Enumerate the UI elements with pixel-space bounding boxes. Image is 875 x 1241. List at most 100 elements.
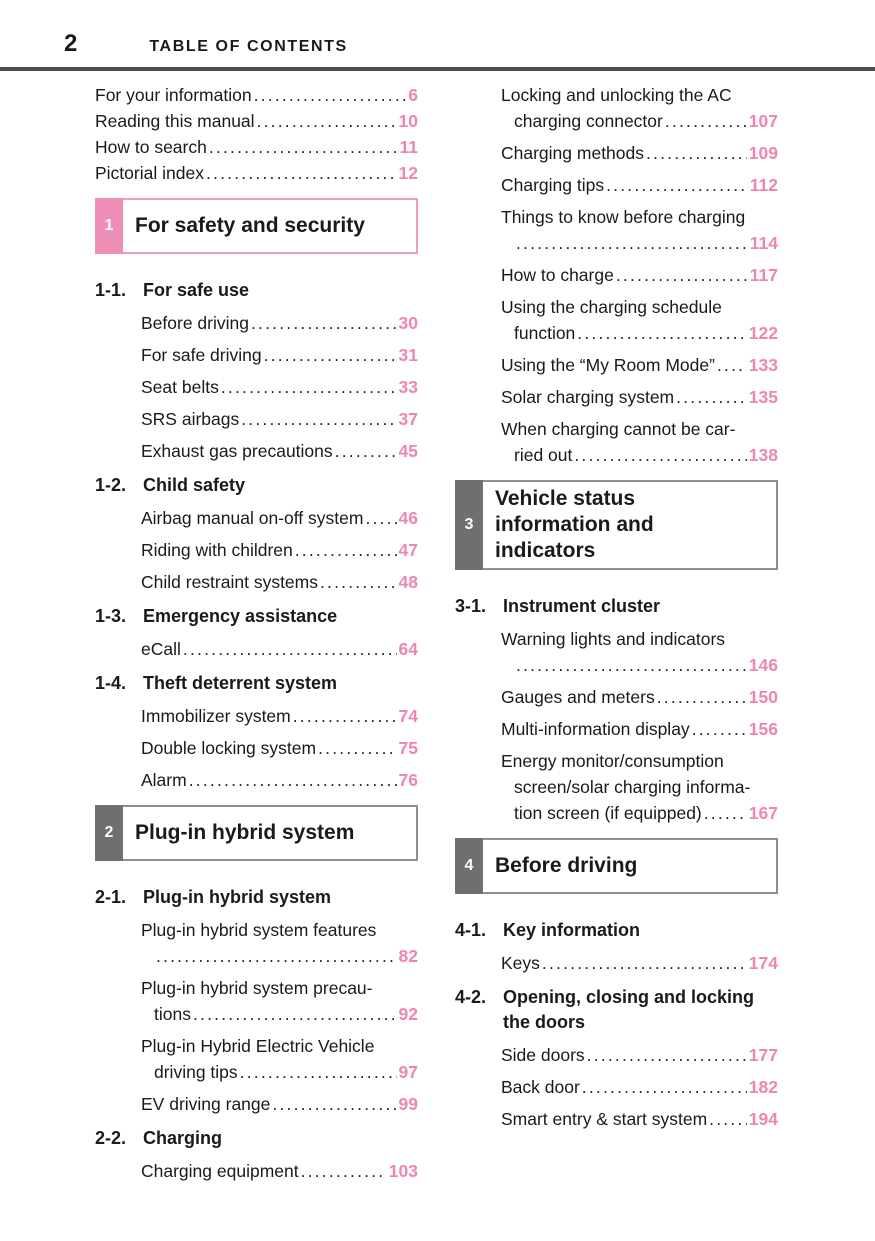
dot-leader: [516, 230, 748, 256]
toc-entry[interactable]: Gauges and meters 150: [455, 684, 778, 710]
entry-page-number[interactable]: 194: [748, 1109, 778, 1129]
entry-page-number[interactable]: 122: [748, 323, 778, 343]
toc-entry[interactable]: Solar charging system 135: [455, 384, 778, 410]
entry-page-number[interactable]: 112: [749, 175, 778, 195]
section-title: Instrument cluster: [503, 594, 778, 619]
entry-page-number[interactable]: 11: [399, 137, 419, 157]
toc-entry[interactable]: Using the charging schedule function 122: [455, 294, 778, 346]
entry-page-number[interactable]: 82: [398, 946, 418, 966]
toc-entry-line: 114: [501, 230, 778, 256]
entry-page-number[interactable]: 133: [748, 355, 778, 375]
dot-leader: [206, 160, 397, 186]
entry-page-number[interactable]: 146: [748, 655, 778, 675]
toc-entry[interactable]: When charging cannot be car-ried out 138: [455, 416, 778, 468]
entry-page-number[interactable]: 92: [398, 1004, 418, 1024]
toc-entry[interactable]: For your information 6: [95, 82, 418, 108]
entry-page-number[interactable]: 138: [748, 445, 778, 465]
entry-page-number[interactable]: 48: [398, 572, 418, 592]
toc-entry-line: EV driving range 99: [141, 1091, 418, 1117]
entry-page-number[interactable]: 76: [398, 770, 418, 790]
toc-entry[interactable]: Side doors 177: [455, 1042, 778, 1068]
toc-entry[interactable]: For safe driving 31: [95, 342, 418, 368]
entry-page-number[interactable]: 103: [388, 1161, 418, 1181]
entry-page-number[interactable]: 37: [398, 409, 418, 429]
toc-entry-line: Energy monitor/consumption: [501, 748, 778, 774]
entry-page-number[interactable]: 45: [398, 441, 418, 461]
entry-page-number[interactable]: 182: [748, 1077, 778, 1097]
toc-entry[interactable]: Reading this manual 10: [95, 108, 418, 134]
section-title-line: Child safety: [143, 475, 246, 495]
toc-entry[interactable]: Plug-in hybrid system features 82: [95, 917, 418, 969]
entry-text: Energy monitor/consumption: [501, 751, 724, 771]
entry-page-number[interactable]: 12: [398, 163, 418, 183]
entry-page-number[interactable]: 109: [748, 143, 778, 163]
toc-entry[interactable]: Charging equipment 103: [95, 1158, 418, 1184]
entry-page-number[interactable]: 97: [398, 1062, 418, 1082]
entry-page-number[interactable]: 30: [398, 313, 418, 333]
toc-entry[interactable]: Riding with children 47: [95, 537, 418, 563]
toc-entry[interactable]: Plug-in Hybrid Electric Vehicle driving t…: [95, 1033, 418, 1085]
entry-text: Charging equipment: [141, 1161, 299, 1181]
toc-entry[interactable]: Keys 174: [455, 950, 778, 976]
toc-entry[interactable]: Alarm 76: [95, 767, 418, 793]
toc-entry[interactable]: Using the “My Room Mode” 133: [455, 352, 778, 378]
entry-page-number[interactable]: 150: [748, 687, 778, 707]
toc-entry[interactable]: Charging tips 112: [455, 172, 778, 198]
entry-page-number[interactable]: 6: [408, 85, 418, 105]
entry-text: Multi-information display: [501, 719, 690, 739]
entry-text: For your information: [95, 85, 252, 105]
entry-text: Airbag manual on-off system: [141, 508, 364, 528]
entry-page-number[interactable]: 177: [748, 1045, 778, 1065]
section-title: Opening, closing and locking the doors: [503, 985, 778, 1035]
toc-entry[interactable]: Smart entry & start system 194: [455, 1106, 778, 1132]
entry-text: Keys: [501, 953, 540, 973]
section-title: Key information: [503, 918, 778, 943]
dot-leader: [606, 172, 748, 198]
entry-page-number[interactable]: 99: [398, 1094, 418, 1114]
toc-entry[interactable]: Plug-in hybrid system precau-tions 92: [95, 975, 418, 1027]
entry-page-number[interactable]: 174: [748, 953, 778, 973]
entry-page-number[interactable]: 156: [748, 719, 778, 739]
entry-page-number[interactable]: 107: [748, 111, 778, 131]
toc-entry[interactable]: Pictorial index 12: [95, 160, 418, 186]
toc-entry[interactable]: Seat belts 33: [95, 374, 418, 400]
toc-entry[interactable]: Charging methods 109: [455, 140, 778, 166]
toc-entry[interactable]: Child restraint systems 48: [95, 569, 418, 595]
entry-page-number[interactable]: 167: [748, 803, 778, 823]
entry-page-number[interactable]: 135: [748, 387, 778, 407]
toc-entry[interactable]: How to charge 117: [455, 262, 778, 288]
entry-page-number[interactable]: 75: [398, 738, 418, 758]
dot-leader: [542, 950, 747, 976]
toc-entry[interactable]: Before driving 30: [95, 310, 418, 336]
entry-page-number[interactable]: 47: [398, 540, 418, 560]
entry-text: When charging cannot be car-: [501, 419, 736, 439]
toc-entry[interactable]: EV driving range 99: [95, 1091, 418, 1117]
toc-entry[interactable]: Things to know before charging114: [455, 204, 778, 256]
toc-entry[interactable]: eCall 64: [95, 636, 418, 662]
entry-page-number[interactable]: 46: [398, 508, 418, 528]
toc-entry[interactable]: Airbag manual on-off system 46: [95, 505, 418, 531]
toc-entry[interactable]: Warning lights and indicators 146: [455, 626, 778, 678]
toc-entry-line: function 122: [501, 320, 778, 346]
entry-page-number[interactable]: 33: [398, 377, 418, 397]
toc-entry[interactable]: Locking and unlocking the AC charging con…: [455, 82, 778, 134]
entry-page-number[interactable]: 10: [398, 111, 418, 131]
section-title-line: For safe use: [143, 280, 250, 300]
entry-page-number[interactable]: 114: [749, 233, 778, 253]
entry-page-number[interactable]: 64: [398, 639, 418, 659]
toc-entry-line: Child restraint systems 48: [141, 569, 418, 595]
toc-entry[interactable]: Back door 182: [455, 1074, 778, 1100]
chapter-title: Before driving: [483, 838, 778, 894]
toc-entry[interactable]: Multi-information display 156: [455, 716, 778, 742]
toc-entry[interactable]: How to search 11: [95, 134, 418, 160]
toc-entry[interactable]: SRS airbags 37: [95, 406, 418, 432]
toc-entry-line: 146: [501, 652, 778, 678]
toc-entry-line: Immobilizer system 74: [141, 703, 418, 729]
entry-page-number[interactable]: 31: [398, 345, 418, 365]
entry-page-number[interactable]: 74: [398, 706, 418, 726]
toc-entry[interactable]: Immobilizer system 74: [95, 703, 418, 729]
toc-entry[interactable]: Energy monitor/consumption screen/solar c…: [455, 748, 778, 826]
entry-page-number[interactable]: 117: [749, 265, 778, 285]
toc-entry[interactable]: Double locking system 75: [95, 735, 418, 761]
toc-entry[interactable]: Exhaust gas precautions 45: [95, 438, 418, 464]
